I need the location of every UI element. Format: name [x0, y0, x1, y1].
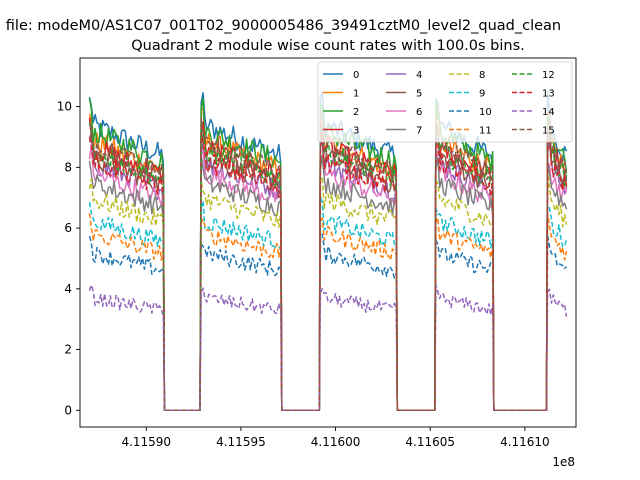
y-tick-label: 8	[64, 160, 72, 174]
figure-suptitle: n file: modeM0/AS1C07_001T02_9000005486_…	[0, 18, 561, 34]
legend-label-7: 7	[416, 126, 422, 137]
x-tick-label: 4.11595	[216, 435, 266, 449]
legend-box	[317, 61, 573, 143]
legend-label-14: 14	[542, 107, 555, 118]
series-line-8	[88, 171, 568, 412]
legend-label-1: 1	[353, 89, 359, 100]
legend-label-10: 10	[479, 107, 492, 118]
y-axis: 0 2 4 6 8 10	[57, 100, 80, 417]
legend-label-2: 2	[353, 107, 359, 118]
x-tick-label: 4.11605	[405, 435, 455, 449]
x-offset-label: 1e8	[552, 455, 575, 469]
chart-title: Quadrant 2 module wise count rates with …	[131, 38, 525, 54]
y-tick-label: 0	[64, 403, 72, 417]
x-tick-label: 4.11600	[311, 435, 361, 449]
y-tick-label: 10	[57, 100, 72, 114]
y-tick-label: 2	[64, 343, 72, 357]
legend-label-12: 12	[542, 70, 555, 81]
legend-label-13: 13	[542, 89, 555, 100]
legend-label-6: 6	[416, 107, 422, 118]
legend-label-5: 5	[416, 89, 422, 100]
legend-label-11: 11	[479, 126, 492, 137]
legend-label-4: 4	[416, 70, 422, 81]
y-tick-label: 4	[64, 282, 72, 296]
x-tick-label: 4.11590	[121, 435, 171, 449]
legend-label-0: 0	[353, 70, 359, 81]
x-tick-label: 4.11610	[500, 435, 550, 449]
legend-label-9: 9	[479, 89, 485, 100]
plot-frame	[79, 57, 577, 428]
x-axis: 4.11590 4.11595 4.11600 4.11605 4.11610	[121, 427, 550, 449]
legend-label-15: 15	[542, 126, 555, 137]
y-tick-label: 6	[64, 221, 72, 235]
legend-label-8: 8	[479, 70, 485, 81]
legend-label-3: 3	[353, 126, 359, 137]
series-layer	[88, 90, 568, 412]
series-line-15	[89, 111, 568, 412]
